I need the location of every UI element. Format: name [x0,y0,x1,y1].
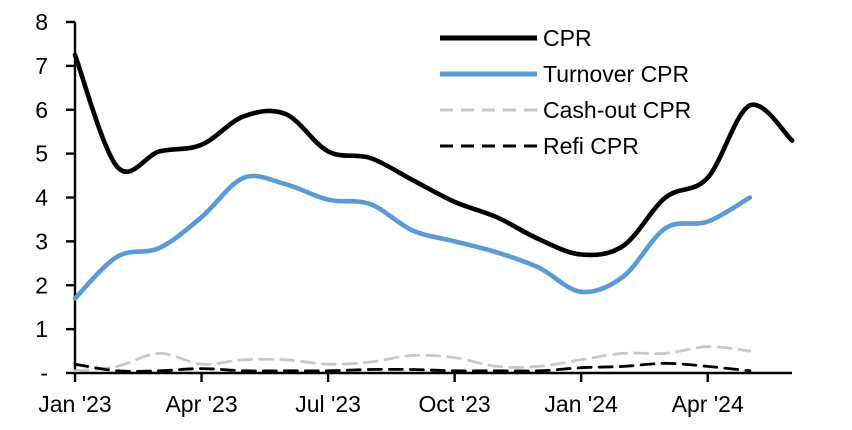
y-tick-label: - [40,360,48,386]
y-tick-label: 8 [35,9,48,35]
x-tick-label: Jul '23 [295,391,361,417]
legend-label-cpr: CPR [543,25,592,51]
legend-label-cash-out-cpr: Cash-out CPR [543,97,691,123]
y-tick-label: 2 [35,272,48,298]
series-line-cash-out-cpr [73,345,752,373]
y-tick-label: 3 [35,228,48,254]
series-line-turnover-cpr [72,173,753,301]
y-tick-label: 7 [35,53,48,79]
x-tick-label: Jan '24 [544,391,618,417]
y-tick-label: 6 [35,97,48,123]
y-tick-label: 1 [35,316,48,342]
legend-label-refi-cpr: Refi CPR [543,133,639,159]
x-tick-label: Apr '24 [672,391,744,417]
series-line-refi-cpr [73,361,752,373]
y-tick-label: 5 [35,141,48,167]
x-tick-label: Apr '23 [165,391,237,417]
x-tick-label: Jan '23 [38,391,111,417]
y-tick-label: 4 [35,185,48,211]
series-line-cpr [72,52,795,258]
x-tick-label: Oct '23 [419,391,491,417]
legend-label-turnover-cpr: Turnover CPR [543,61,689,87]
